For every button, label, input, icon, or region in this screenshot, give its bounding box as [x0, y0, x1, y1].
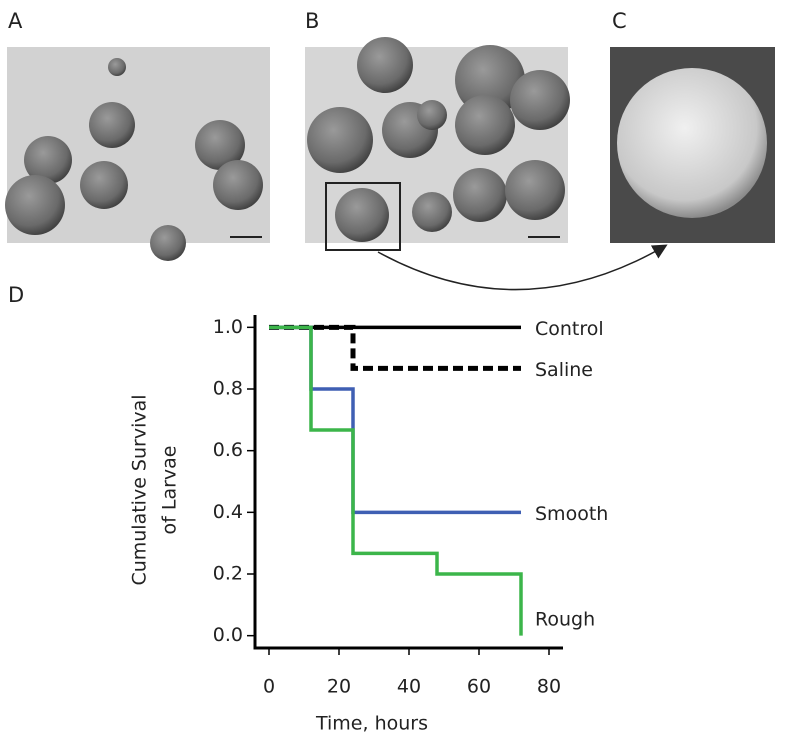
micrograph-a: [5, 47, 270, 261]
x-tick-label: 0: [263, 676, 275, 698]
x-axis-label: Time, hours: [315, 713, 428, 735]
survival-line: [269, 325, 521, 515]
y-tick-label: 0.2: [213, 563, 243, 585]
x-tick-label: 60: [467, 676, 491, 698]
y-tick-label: 1.0: [213, 316, 243, 338]
series-label: Smooth: [535, 503, 608, 525]
arrow: [377, 244, 668, 291]
y-axis-label: Cumulative Survival: [129, 394, 151, 585]
micrograph-c: [610, 47, 775, 243]
survival-line: [269, 325, 523, 636]
y-tick-label: 0.0: [213, 624, 243, 646]
x-tick-label: 80: [537, 676, 561, 698]
y-tick-label: 0.8: [213, 378, 243, 400]
series-label: Saline: [535, 359, 593, 381]
panel-label: D: [8, 283, 24, 307]
x-tick-label: 20: [327, 676, 351, 698]
x-tick-label: 40: [397, 676, 421, 698]
micrograph-b: [305, 37, 570, 251]
y-tick-label: 0.6: [213, 439, 243, 461]
panel-label: A: [8, 9, 23, 33]
panel-label: B: [305, 9, 319, 33]
survival-line: [269, 324, 521, 371]
series-label: Control: [535, 318, 604, 340]
y-axis-label: of Larvae: [159, 446, 181, 535]
y-tick-label: 0.4: [213, 501, 243, 523]
series-label: Rough: [535, 609, 595, 631]
panel-label: C: [612, 9, 627, 33]
